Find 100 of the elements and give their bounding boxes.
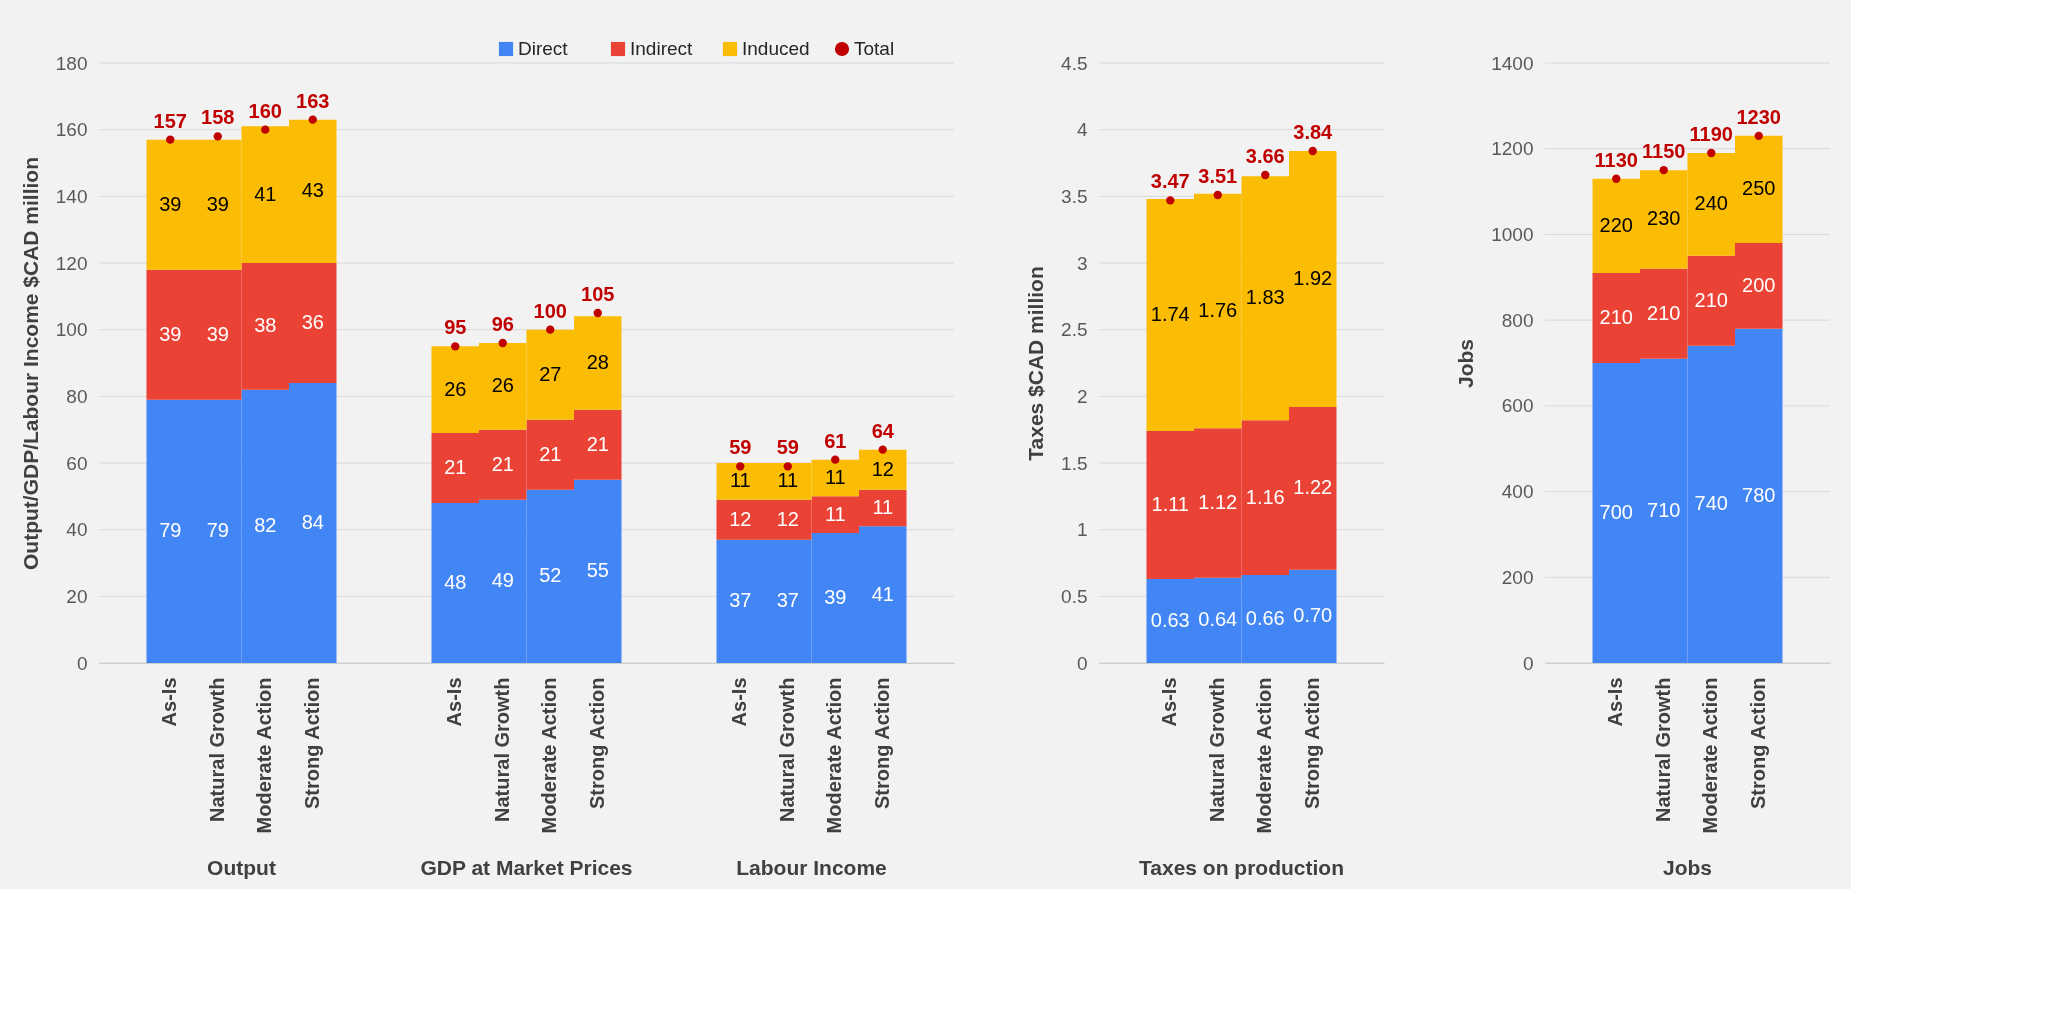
data-label: 49 (491, 569, 514, 592)
y-tick-label: 400 (1501, 481, 1534, 503)
data-label: 1230 (1736, 105, 1781, 128)
data-label: 1.92 (1293, 267, 1333, 289)
data-label: 37 (776, 589, 799, 612)
point (1612, 174, 1621, 183)
y-tick-label: 180 (55, 52, 88, 74)
data-label: 55 (586, 559, 609, 582)
data-label: 21 (444, 456, 467, 478)
data-label: 1.12 (1198, 491, 1238, 513)
x-tick-label: As-Is (1604, 677, 1627, 727)
y-tick-label: 1400 (1491, 52, 1534, 74)
data-label: 230 (1647, 207, 1681, 230)
data-label: 210 (1694, 288, 1728, 311)
data-label: 21 (539, 442, 562, 465)
y-tick-label: 100 (55, 319, 88, 341)
data-label: 157 (153, 109, 187, 132)
data-label: 39 (824, 586, 847, 608)
data-label: 43 (301, 179, 324, 202)
data-label: 11 (824, 502, 846, 525)
y-tick-label: 4 (1076, 119, 1088, 141)
data-label: 158 (201, 106, 235, 129)
data-label: 61 (824, 429, 847, 452)
data-label: 210 (1599, 306, 1633, 328)
point (1754, 131, 1763, 141)
data-label: 59 (729, 436, 752, 459)
data-label: 39 (206, 322, 229, 345)
y-tick-label: 140 (55, 185, 88, 207)
data-label: 37 (729, 589, 752, 612)
point (213, 132, 222, 141)
data-label: 1.22 (1293, 476, 1333, 499)
data-label: 52 (539, 564, 562, 587)
data-label: 3.84 (1293, 121, 1334, 143)
x-tick-label: Moderate Action (253, 677, 276, 834)
data-label: 1.76 (1198, 299, 1238, 321)
data-label: 220 (1599, 213, 1633, 236)
data-label: 95 (444, 316, 467, 339)
y-tick-label: 1200 (1491, 138, 1534, 160)
x-tick-label: As-Is (443, 677, 466, 727)
x-axis-title: Taxes on production (1139, 856, 1344, 879)
data-label: 36 (301, 311, 324, 333)
data-label: 160 (248, 99, 282, 122)
x-tick-label: As-Is (1158, 677, 1181, 727)
point (1707, 148, 1716, 158)
data-label: 28 (586, 351, 609, 373)
y-tick-label: 1 (1076, 519, 1088, 541)
legend-label: Induced (742, 38, 810, 59)
data-label: 38 (254, 314, 277, 337)
data-label: 11 (824, 466, 846, 488)
data-label: 0.70 (1293, 604, 1333, 627)
data-label: 740 (1694, 492, 1728, 515)
y-tick-label: 0 (1522, 652, 1534, 674)
data-label: 82 (254, 514, 277, 537)
y-tick-label: 120 (55, 252, 88, 274)
data-label: 1.16 (1245, 485, 1285, 508)
data-label: 3.51 (1198, 165, 1238, 187)
x-tick-label: Natural Growth (1205, 677, 1228, 822)
y-tick-label: 80 (66, 385, 88, 407)
data-label: 39 (206, 192, 229, 215)
data-label: 11 (729, 469, 751, 492)
x-tick-label: Strong Action (1746, 677, 1769, 809)
data-label: 100 (533, 299, 567, 322)
data-label: 163 (296, 89, 330, 112)
point (1261, 170, 1270, 180)
data-label: 59 (776, 436, 799, 459)
x-tick-label: Natural Growth (1651, 677, 1674, 822)
y-tick-label: 0 (1076, 652, 1088, 674)
data-label: 3.47 (1150, 170, 1190, 193)
data-label: 0.63 (1150, 609, 1190, 631)
data-label: 39 (159, 322, 182, 345)
data-label: 39 (159, 192, 182, 215)
data-label: 0.66 (1245, 607, 1285, 629)
data-label: 26 (491, 374, 514, 397)
data-label: 79 (159, 519, 182, 542)
data-label: 27 (539, 362, 562, 385)
x-tick-label: Moderate Action (823, 677, 846, 834)
y-axis-title: Output/GDP/Labour Income $CAD million (18, 156, 42, 571)
x-axis-title: Jobs (1662, 856, 1713, 879)
data-label: 1130 (1594, 148, 1638, 171)
y-tick-label: 2 (1076, 385, 1088, 407)
data-label: 21 (491, 452, 514, 475)
data-label: 64 (871, 419, 895, 442)
data-label: 84 (301, 511, 324, 533)
data-label: 200 (1742, 273, 1776, 296)
y-tick-label: 40 (66, 519, 88, 541)
legend-label: Indirect (630, 38, 694, 59)
data-label: 0.64 (1198, 608, 1238, 631)
x-tick-label: Moderate Action (538, 677, 561, 834)
y-axis-title: Jobs (1454, 338, 1478, 389)
point (451, 342, 460, 351)
x-tick-label: Strong Action (870, 677, 893, 809)
x-tick-label: Natural Growth (775, 677, 798, 822)
data-label: 105 (581, 283, 615, 305)
point (1659, 165, 1668, 175)
data-label: 3.66 (1245, 145, 1285, 167)
x-tick-label: As-Is (728, 677, 751, 727)
x-tick-label: Moderate Action (1253, 677, 1276, 834)
y-tick-label: 800 (1501, 309, 1534, 331)
data-label: 1.74 (1150, 303, 1190, 325)
x-tick-label: Strong Action (585, 677, 608, 809)
